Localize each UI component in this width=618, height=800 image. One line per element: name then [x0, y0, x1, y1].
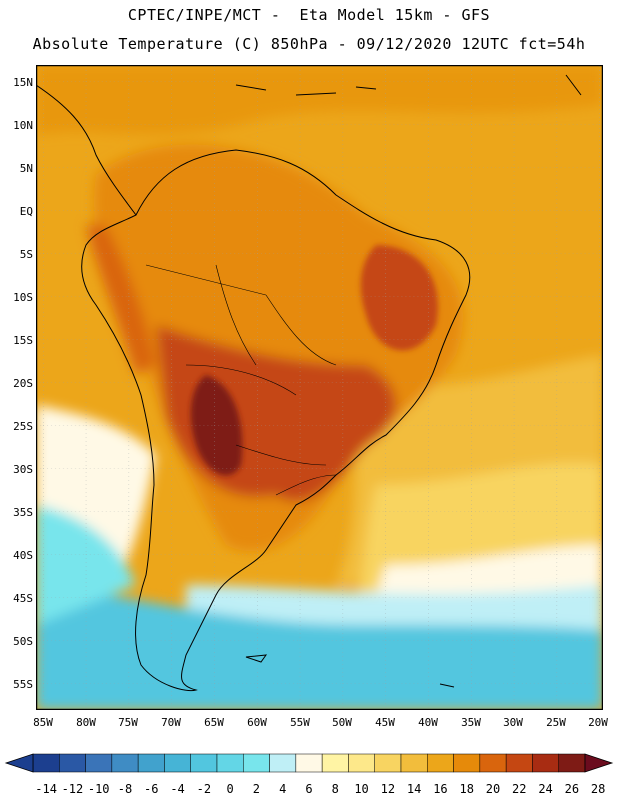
map-subtitle: Absolute Temperature (C) 850hPa - 09/12/… [32, 35, 586, 53]
caribbean-islands [235, 74, 582, 96]
colorbar-swatch [374, 753, 402, 773]
colorbar-label: 26 [564, 782, 580, 796]
lat-label: 15S [13, 334, 33, 347]
colorbar-swatch [243, 753, 270, 773]
lon-label: 55W [290, 716, 310, 729]
colorbar-label: -2 [196, 782, 212, 796]
colorbar-label: -14 [35, 782, 57, 796]
falkland-islands [245, 654, 268, 663]
lat-label: EQ [19, 205, 33, 218]
colorbar-label: -6 [144, 782, 159, 796]
lon-label: 50W [332, 716, 352, 729]
colorbar-swatch [348, 753, 375, 773]
south-america-coastline [81, 149, 471, 692]
lat-label: 10N [13, 119, 33, 132]
map-title: CPTEC/INPE/MCT - Eta Model 15km - GFS [127, 6, 491, 24]
colorbar-label: 16 [433, 782, 448, 796]
lat-label: 50S [13, 635, 33, 648]
lat-label: 20S [13, 377, 33, 390]
colorbar-swatch [164, 753, 191, 773]
colorbar-label: 28 [590, 782, 606, 796]
colorbar-label: 18 [459, 782, 474, 796]
colorbar-swatch [505, 753, 533, 773]
lat-label: 25S [13, 420, 33, 433]
colorbar-label: 0 [226, 782, 234, 796]
map-frame [36, 65, 603, 710]
colorbar-swatch [59, 753, 86, 773]
colorbar-swatch [137, 753, 165, 773]
lon-label: 35W [461, 716, 481, 729]
colorbar-swatch [453, 753, 481, 773]
south-georgia [439, 683, 455, 688]
central-america-coastline [36, 84, 137, 216]
colorbar-swatch [532, 753, 559, 773]
lon-label: 40W [418, 716, 438, 729]
colorbar-swatch [32, 753, 60, 773]
lon-label: 70W [161, 716, 181, 729]
colorbar-label: 6 [305, 782, 313, 796]
map-panel [36, 65, 603, 710]
colorbar-label: 20 [485, 782, 501, 796]
colorbar-label: 22 [512, 782, 527, 796]
lat-label: 35S [13, 506, 33, 519]
lon-label: 30W [503, 716, 523, 729]
colorbar-label: 24 [538, 782, 553, 796]
lon-label: 85W [33, 716, 53, 729]
colorbar-swatch [479, 753, 507, 773]
lat-label: 40S [13, 549, 33, 562]
colorbar-swatch [321, 753, 349, 773]
lon-label: 20W [588, 716, 608, 729]
colorbar-swatch [111, 753, 139, 773]
lat-label: 5S [19, 248, 33, 261]
colorbar-swatch [85, 753, 113, 773]
colorbar-label: 14 [406, 782, 422, 796]
colorbar [4, 753, 614, 773]
colorbar-swatch [216, 753, 244, 773]
colorbar-label: 12 [380, 782, 396, 796]
lon-label: 25W [546, 716, 566, 729]
lat-label: 55S [13, 678, 33, 691]
colorbar-label: -8 [117, 782, 133, 796]
colorbar-swatch [558, 753, 586, 773]
colorbar-label: 2 [252, 782, 261, 796]
lon-label: 65W [204, 716, 224, 729]
colorbar-swatch [295, 753, 323, 773]
lat-label: 30S [13, 463, 33, 476]
lon-label: 80W [76, 716, 96, 729]
colorbar-swatch [190, 753, 218, 773]
lon-label: 75W [118, 716, 138, 729]
colorbar-swatch [269, 753, 297, 773]
colorbar-swatch [400, 753, 428, 773]
colorbar-under-arrow [4, 753, 34, 773]
colorbar-label: -10 [87, 782, 110, 796]
graticule [36, 65, 603, 710]
lat-label: 15N [13, 76, 33, 89]
lat-label: 45S [13, 592, 33, 605]
temperature-map [36, 65, 603, 710]
lat-label: 10S [13, 291, 33, 304]
colorbar-label: -12 [61, 782, 84, 796]
lat-label: 5N [19, 162, 33, 175]
colorbar-label: 8 [331, 782, 339, 796]
colorbar-label: -4 [170, 782, 185, 796]
country-borders [145, 264, 337, 496]
colorbar-label: 4 [279, 782, 287, 796]
lon-label: 45W [375, 716, 395, 729]
colorbar-label: 10 [354, 782, 369, 796]
colorbar-over-arrow [584, 753, 614, 773]
lon-label: 60W [247, 716, 267, 729]
colorbar-swatch [427, 753, 454, 773]
